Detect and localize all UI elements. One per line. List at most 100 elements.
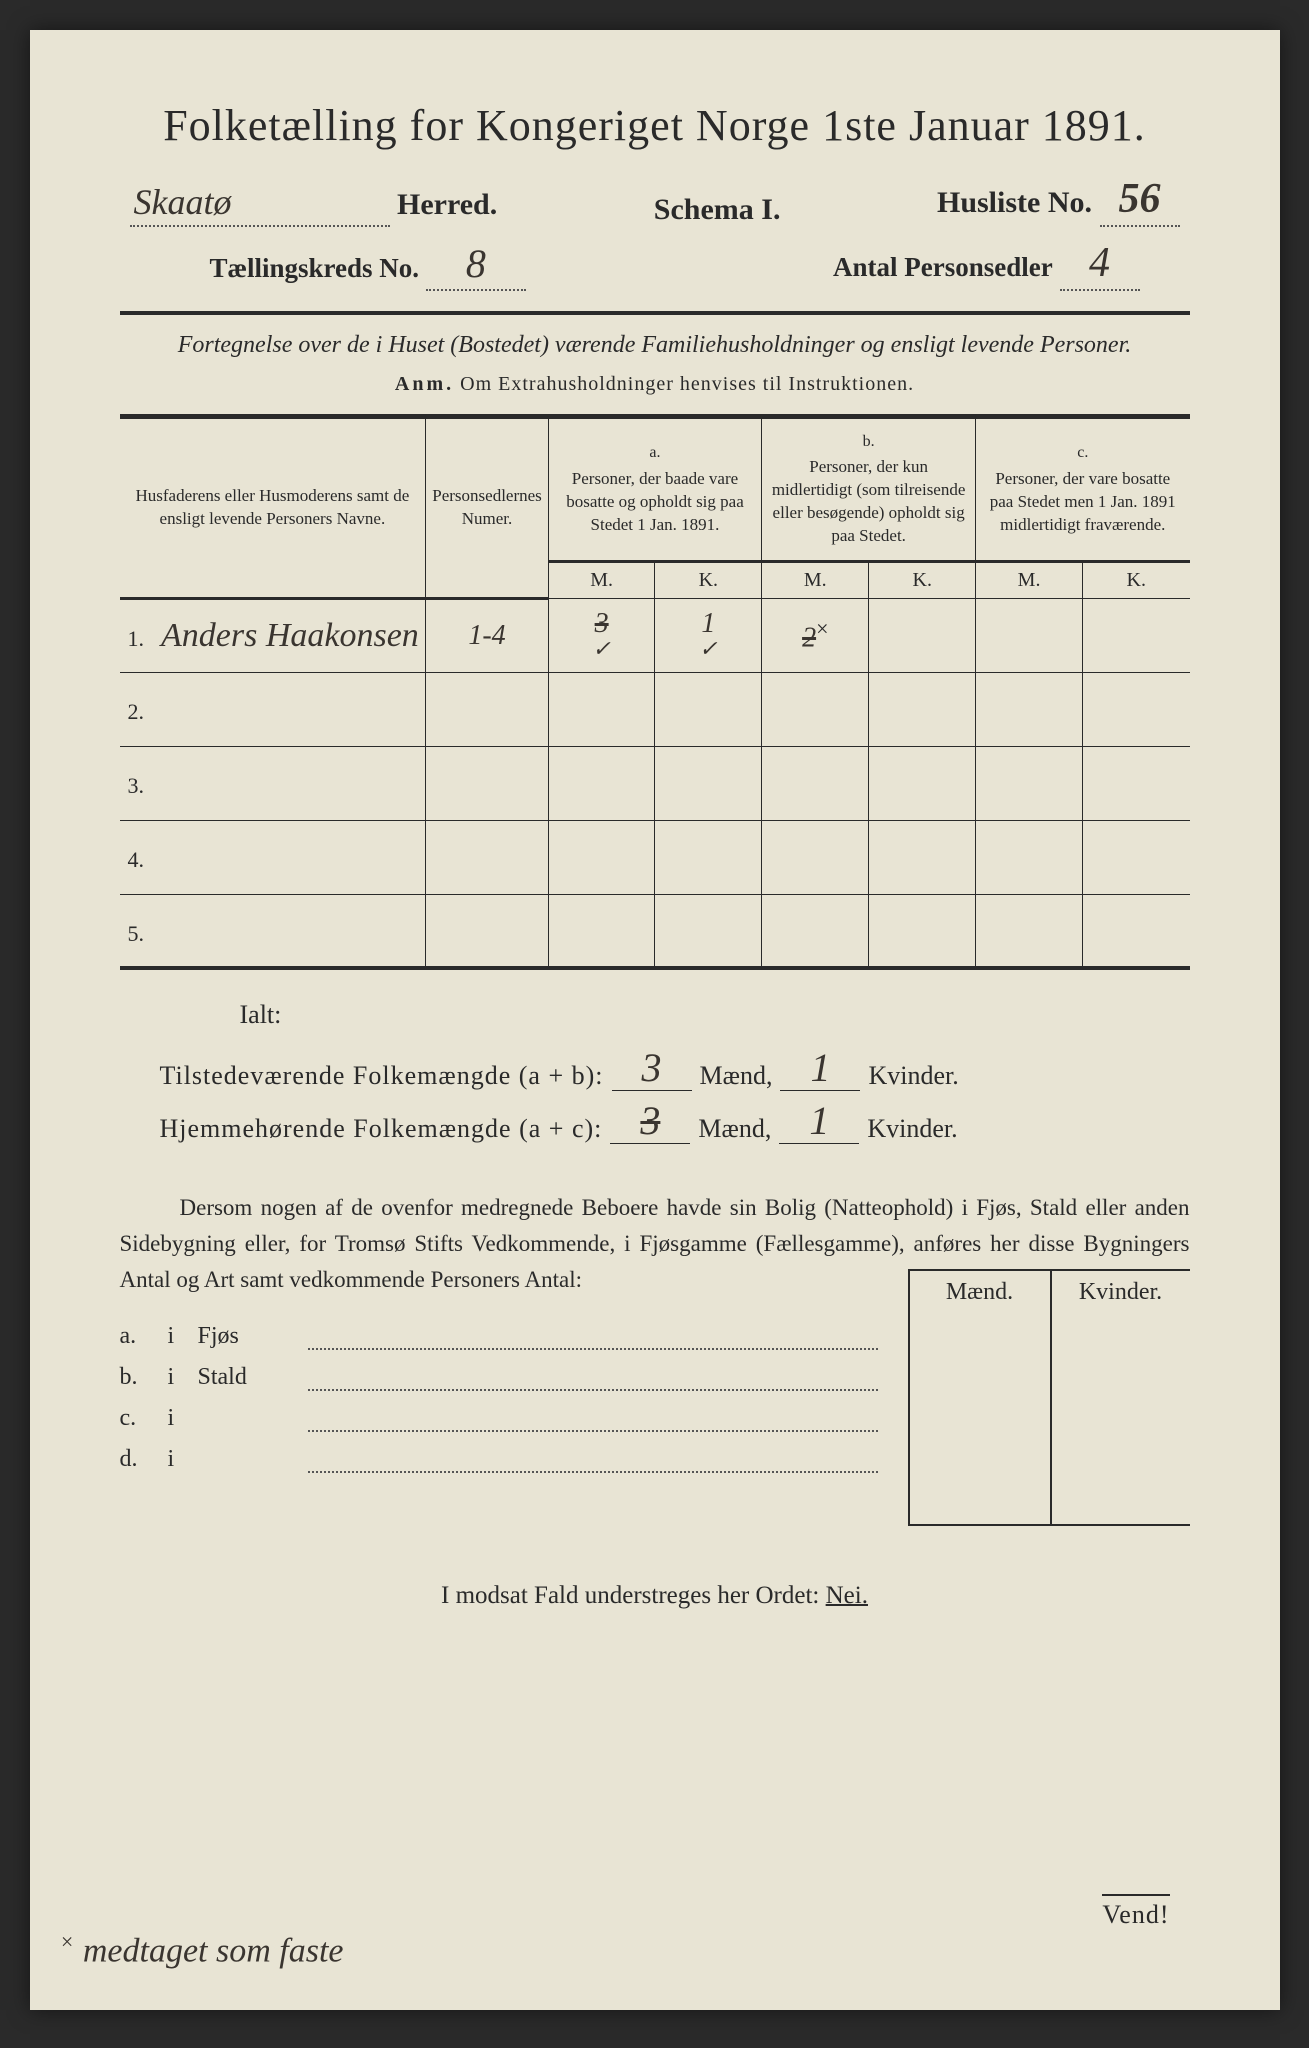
count-cell: 1✓: [655, 598, 762, 672]
subhead-c-k: K.: [1083, 561, 1190, 598]
table-row: 2.: [120, 672, 1190, 746]
numer-cell: [426, 672, 549, 746]
present-k: 1: [780, 1048, 860, 1091]
maend-label-2: Mænd,: [698, 1114, 771, 1144]
count-cell: [976, 672, 1083, 746]
col-header-names: Husfaderens eller Husmoderens samt de en…: [120, 416, 426, 598]
kreds-value: 8: [426, 240, 526, 291]
count-cell: [869, 820, 976, 894]
col-header-group-b: b. Personer, der kun midlertidigt (som t…: [762, 416, 976, 561]
numer-cell: [426, 894, 549, 968]
count-cell: [548, 672, 655, 746]
subtitle: Fortegnelse over de i Huset (Bostedet) v…: [120, 329, 1190, 363]
numer-cell: [426, 746, 549, 820]
outbuilding-row: a.iFjøs: [120, 1323, 878, 1350]
modsat-line: I modsat Fald understreges her Ordet: Ne…: [120, 1582, 1190, 1610]
name-cell: 2.: [120, 672, 426, 746]
count-cell: [869, 894, 976, 968]
count-cell: [1083, 598, 1190, 672]
count-cell: [976, 598, 1083, 672]
count-cell: [548, 746, 655, 820]
outbuilding-row: c.i: [120, 1405, 878, 1432]
schema-label: Schema I.: [654, 193, 781, 227]
kreds-label: Tællingskreds No.: [210, 253, 420, 283]
herred-label: Herred.: [397, 188, 497, 221]
count-cell: [1083, 746, 1190, 820]
count-cell: [976, 820, 1083, 894]
subhead-b-k: K.: [869, 561, 976, 598]
resident-k: 1: [779, 1101, 859, 1144]
count-cell: [762, 894, 869, 968]
subhead-b-m: M.: [762, 561, 869, 598]
outbuilding-section: a.iFjøsb.iStaldc.id.i Mænd. Kvinder.: [120, 1323, 1190, 1536]
count-cell: [548, 894, 655, 968]
totals-present: Tilstedeværende Folkemængde (a + b): 3 M…: [120, 1048, 1190, 1091]
anm-text: Om Extrahusholdninger henvises til Instr…: [460, 373, 914, 395]
table-row: 3.: [120, 746, 1190, 820]
subhead-c-m: M.: [976, 561, 1083, 598]
outbuilding-mk-box: Mænd. Kvinder.: [908, 1269, 1190, 1526]
count-cell: [1083, 672, 1190, 746]
page-title: Folketælling for Kongeriget Norge 1ste J…: [120, 100, 1190, 151]
name-cell: 3.: [120, 746, 426, 820]
count-cell: [655, 672, 762, 746]
count-cell: [976, 746, 1083, 820]
count-cell: [869, 598, 976, 672]
table-row: 4.: [120, 820, 1190, 894]
count-cell: [762, 820, 869, 894]
present-m: 3: [612, 1048, 692, 1091]
count-cell: [655, 746, 762, 820]
name-cell: 1. Anders Haakonsen: [120, 598, 426, 672]
numer-cell: 1-4: [426, 598, 549, 672]
household-table: Husfaderens eller Husmoderens samt de en…: [120, 414, 1190, 971]
outbuilding-row: d.i: [120, 1446, 878, 1473]
resident-m: 3: [610, 1101, 690, 1144]
nei-word: Nei.: [826, 1582, 868, 1609]
header-row-2: Skaatø Herred. Schema I. Husliste No. 56: [120, 175, 1190, 227]
name-cell: 4.: [120, 820, 426, 894]
husliste-value: 56: [1100, 175, 1180, 227]
col-header-numer: Personsedlernes Numer.: [426, 416, 549, 598]
herred-value: Skaatø: [130, 181, 390, 227]
husliste-label: Husliste No.: [937, 186, 1092, 219]
divider: [120, 311, 1190, 315]
anm-label: Anm.: [395, 373, 454, 395]
numer-cell: [426, 820, 549, 894]
count-cell: [869, 746, 976, 820]
count-cell: 2×: [762, 598, 869, 672]
count-cell: [1083, 894, 1190, 968]
maend-label: Mænd,: [700, 1061, 773, 1091]
anm-note: Anm. Om Extrahusholdninger henvises til …: [120, 373, 1190, 396]
count-cell: [976, 894, 1083, 968]
count-cell: [869, 672, 976, 746]
ialt-label: Ialt:: [120, 1000, 1190, 1030]
col-header-group-a: a. Personer, der baade vare bosatte og o…: [548, 416, 761, 561]
totals-resident: Hjemmehørende Folkemængde (a + c): 3 Mæn…: [120, 1101, 1190, 1144]
subhead-a-m: M.: [548, 561, 655, 598]
kvinder-label-2: Kvinder.: [867, 1114, 957, 1144]
count-cell: [548, 820, 655, 894]
outbuilding-rows: a.iFjøs b.iStald c.i d.i: [120, 1323, 878, 1536]
vend-label: Vend!: [1102, 1894, 1169, 1930]
footnote: × medtaget som faste: [60, 1929, 344, 1970]
outbuilding-row: b.iStald: [120, 1364, 878, 1391]
present-label: Tilstedeværende Folkemængde (a + b):: [160, 1061, 604, 1091]
ob-kvinder-value: [1056, 1306, 1186, 1516]
count-cell: [655, 894, 762, 968]
name-cell: 5.: [120, 894, 426, 968]
ob-maend-value: [914, 1306, 1046, 1516]
table-row: 1. Anders Haakonsen1-43✓1✓2×: [120, 598, 1190, 672]
sedler-label: Antal Personsedler: [833, 252, 1053, 282]
kvinder-label: Kvinder.: [868, 1061, 958, 1091]
subhead-a-k: K.: [655, 561, 762, 598]
sedler-value: 4: [1060, 239, 1140, 291]
census-form-page: Folketælling for Kongeriget Norge 1ste J…: [30, 30, 1280, 2010]
header-row-3: Tællingskreds No. 8 Antal Personsedler 4: [120, 239, 1190, 291]
count-cell: [655, 820, 762, 894]
count-cell: [1083, 820, 1190, 894]
table-row: 5.: [120, 894, 1190, 968]
count-cell: 3✓: [548, 598, 655, 672]
ob-maend-label: Mænd.: [914, 1279, 1046, 1306]
col-header-group-c: c. Personer, der vare bosatte paa Stedet…: [976, 416, 1190, 561]
count-cell: [762, 746, 869, 820]
